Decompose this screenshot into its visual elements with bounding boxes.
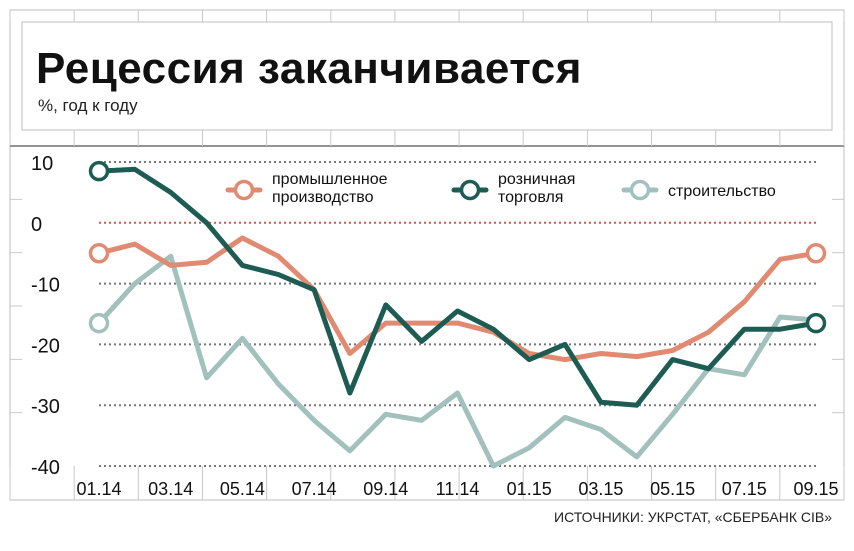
legend-item-2: строительство [621, 179, 776, 201]
frame-border [9, 9, 845, 501]
x-tick-label: 03.14 [148, 479, 193, 499]
legend-label: строительство [668, 183, 776, 200]
x-tick-label: 01.15 [507, 479, 552, 499]
series-marker [88, 242, 110, 264]
y-tick-label: -40 [31, 457, 60, 479]
series-line-0 [96, 235, 819, 363]
y-tick-label: -20 [31, 335, 60, 357]
legend-label-line: торговля [498, 189, 563, 206]
x-tick-label: 05.14 [220, 479, 265, 499]
x-tick-label: 05.15 [650, 479, 695, 499]
y-tick-label: -30 [31, 396, 60, 418]
series-line-1 [96, 166, 819, 408]
legend-label-line: промышленное [272, 171, 388, 188]
legend-swatch-marker [233, 179, 255, 201]
legend-swatch-marker [629, 179, 651, 201]
legend-label-line: производство [272, 189, 374, 206]
legend-label-line: розничная [498, 171, 575, 188]
y-tick-label: 10 [31, 153, 53, 175]
x-tick-label: 01.14 [76, 479, 121, 499]
y-axis: 10 0 -10 -20 -30 -40 [31, 153, 60, 479]
series-group [88, 160, 827, 469]
x-tick-label: 09.15 [793, 479, 838, 499]
series-marker [88, 312, 110, 334]
x-tick-label: 11.14 [436, 479, 480, 499]
y-tick-label: -10 [31, 275, 60, 297]
chart-title: Рецессия заканчивается [36, 44, 582, 93]
series-line-2 [96, 253, 819, 469]
source-note: ИСТОЧНИКИ: УКРСТАТ, «СБЕРБАНК СIB» [554, 509, 832, 525]
legend-label-line: строительство [668, 183, 776, 200]
legend: промышленное производство розничная торговл… [225, 171, 776, 206]
series-marker [88, 160, 110, 182]
legend-item-1: розничная торговля [451, 171, 575, 206]
x-tick-label: 09.14 [363, 479, 408, 499]
chart-subtitle: %, год к году [38, 96, 138, 115]
series-marker [805, 242, 827, 264]
legend-item-0: промышленное производство [225, 171, 388, 206]
frame [9, 9, 845, 501]
legend-swatch-marker [459, 179, 481, 201]
series-marker [805, 312, 827, 334]
y-tick-label: 0 [31, 214, 42, 236]
x-tick-label: 03.15 [578, 479, 623, 499]
legend-label: розничная торговля [498, 171, 575, 206]
x-tick-label: 07.15 [722, 479, 767, 499]
x-axis: 01.14 03.14 05.14 07.14 09.14 11.14 01.15 03.15… [76, 479, 838, 499]
title-box [21, 21, 833, 131]
x-tick-label: 07.14 [292, 479, 337, 499]
legend-label: промышленное производство [272, 171, 388, 206]
